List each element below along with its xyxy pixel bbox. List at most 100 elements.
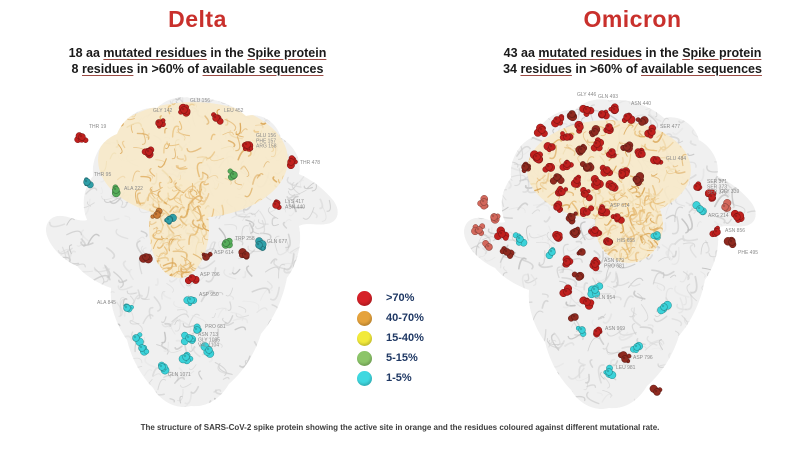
residue-blob bbox=[692, 201, 707, 216]
residue-blob bbox=[566, 110, 578, 122]
residue-blob bbox=[649, 384, 663, 396]
residue-label: THR 19 bbox=[89, 124, 106, 130]
residue-labels: THR 19 GLY 142 GLU 156 LEU 452 GLU 156 PHE 15… bbox=[89, 98, 320, 378]
residue-blob bbox=[571, 271, 585, 281]
residue-blob bbox=[183, 296, 198, 307]
residue-label: SER 477 bbox=[660, 124, 680, 130]
residue-blob bbox=[221, 237, 233, 249]
residue-blob bbox=[650, 231, 661, 241]
residue-label: ASP 950 bbox=[199, 292, 219, 298]
residue-label: SER 371 SER 373 SER 375 bbox=[707, 179, 727, 196]
delta-spike-svg: THR 19 GLY 142 GLU 156 LEU 452 GLU 156 PHE 15… bbox=[45, 97, 338, 408]
legend-color-dot bbox=[357, 290, 372, 306]
residue-blob bbox=[590, 137, 605, 152]
residue-blob bbox=[597, 109, 610, 120]
residue-blob bbox=[184, 274, 200, 285]
residue-blob bbox=[650, 155, 664, 165]
residue-blob bbox=[588, 125, 601, 138]
residue-labels: GLY 446 GLN 493 ASN 440 SER 477 GLU 484 ASP 6… bbox=[577, 92, 758, 371]
delta-panel-header: Delta 18 aa mutated residues in the Spik… bbox=[30, 6, 365, 77]
residue-blob bbox=[569, 226, 581, 239]
residue-label: GLU 156 bbox=[190, 98, 210, 104]
residue-blob bbox=[141, 146, 155, 159]
residue-blob bbox=[158, 361, 170, 375]
residue-blob bbox=[635, 116, 649, 126]
residue-blob bbox=[634, 147, 646, 159]
legend-label: >70% bbox=[386, 292, 415, 304]
residue-blob bbox=[610, 213, 625, 224]
omicron-panel-header: Omicron 43 aa mutated residues in the Sp… bbox=[460, 6, 800, 77]
residue-blob bbox=[155, 118, 166, 129]
underlined-phrase: residues bbox=[81, 62, 134, 76]
residue-label: THR 478 bbox=[300, 160, 320, 166]
residue-blob bbox=[150, 207, 163, 219]
residue-blob bbox=[132, 332, 144, 346]
residue-label: ASN 713 GLY 1085 VAL 1104 bbox=[198, 332, 220, 349]
residue-blob bbox=[494, 226, 510, 241]
residue-blob bbox=[721, 199, 732, 212]
plain-phrase: 18 aa bbox=[68, 46, 104, 60]
legend-color-dot bbox=[357, 370, 372, 386]
residue-blob bbox=[74, 132, 89, 143]
residue-blob bbox=[482, 240, 493, 251]
delta-subtitle-line1: 18 aa mutated residues in the Spike prot… bbox=[30, 45, 365, 61]
residue-label: ASP 796 bbox=[200, 272, 220, 278]
residue-blob bbox=[238, 248, 250, 260]
residue-label: GLN 1071 bbox=[168, 372, 191, 378]
residue-blob bbox=[603, 123, 614, 135]
residue-blob bbox=[579, 205, 595, 217]
omicron-spike-svg: GLY 446 GLN 493 ASN 440 SER 477 GLU 484 ASP 6… bbox=[463, 92, 758, 410]
residue-blob bbox=[471, 223, 486, 236]
plain-phrase: 8 bbox=[71, 62, 82, 76]
plain-phrase: in the bbox=[641, 46, 683, 60]
residue-blob bbox=[533, 123, 548, 138]
delta-title: Delta bbox=[168, 6, 227, 32]
legend-color-dot bbox=[357, 310, 372, 326]
residue-label: GLN 493 bbox=[598, 94, 618, 100]
residue-label: THR 95 bbox=[94, 172, 111, 178]
residue-blob bbox=[632, 172, 645, 187]
residue-label: ARG 214 bbox=[708, 213, 729, 219]
residue-label: ASP 614 bbox=[214, 250, 234, 256]
residue-blob bbox=[579, 296, 595, 310]
residue-blob bbox=[580, 186, 593, 202]
residue-blob bbox=[545, 247, 556, 260]
residue-blob bbox=[590, 175, 604, 190]
protein-body bbox=[45, 97, 338, 408]
residue-blob bbox=[559, 284, 573, 298]
mutation-rate-legend: >70% 40-70% 15-40% 5-15% 1-5% bbox=[357, 288, 424, 388]
residue-blob bbox=[657, 300, 672, 315]
residue-blob bbox=[83, 177, 94, 189]
residue-label: ASN 679 PRO 681 bbox=[604, 258, 625, 269]
residue-blob bbox=[562, 255, 574, 268]
legend-label: 1-5% bbox=[386, 372, 412, 384]
omicron-subtitle-line1: 43 aa mutated residues in the Spike prot… bbox=[460, 45, 800, 61]
residue-blob bbox=[603, 237, 614, 246]
residue-blob bbox=[286, 155, 298, 170]
residue-blob bbox=[597, 204, 611, 217]
residue-label: ALA 222 bbox=[124, 186, 143, 192]
residue-blob bbox=[603, 364, 617, 380]
residue-blob bbox=[123, 303, 134, 313]
residue-blob bbox=[617, 351, 632, 364]
residue-blob bbox=[164, 213, 177, 225]
residue-blob bbox=[178, 351, 194, 365]
residue-blob bbox=[543, 142, 556, 153]
residue-blob bbox=[477, 195, 489, 210]
residue-label: PRO 681 bbox=[205, 324, 226, 330]
residues bbox=[471, 103, 745, 396]
residue-blob bbox=[490, 213, 501, 224]
plain-phrase: in the bbox=[206, 46, 248, 60]
residue-blob bbox=[554, 185, 569, 197]
residue-label: ASN 969 bbox=[605, 326, 625, 332]
residue-label: ASN 440 bbox=[631, 101, 651, 107]
underlined-phrase: Spike protein bbox=[682, 46, 762, 60]
residue-blob bbox=[693, 181, 703, 191]
residue-blob bbox=[574, 120, 584, 134]
residues bbox=[74, 103, 298, 375]
residue-blob bbox=[589, 256, 601, 272]
residue-blob bbox=[180, 331, 197, 346]
residue-blob bbox=[587, 282, 604, 299]
plain-phrase: in >60% of bbox=[133, 62, 203, 76]
